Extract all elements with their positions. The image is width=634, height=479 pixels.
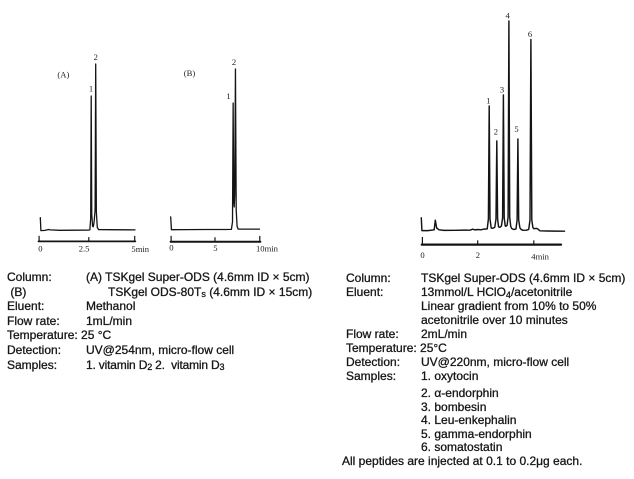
svg-text:1: 1 bbox=[89, 84, 93, 94]
svg-text:2: 2 bbox=[476, 250, 480, 260]
svg-text:4min: 4min bbox=[531, 252, 549, 262]
svg-text:3: 3 bbox=[500, 85, 504, 95]
svg-text:5: 5 bbox=[514, 124, 518, 134]
svg-text:1: 1 bbox=[226, 91, 230, 101]
svg-text:2: 2 bbox=[94, 52, 98, 62]
svg-text:(B): (B) bbox=[184, 68, 196, 78]
svg-text:2: 2 bbox=[494, 127, 498, 137]
svg-text:2.5: 2.5 bbox=[79, 244, 90, 254]
svg-text:0: 0 bbox=[169, 243, 173, 253]
svg-text:(A): (A) bbox=[57, 70, 69, 80]
svg-text:4: 4 bbox=[506, 11, 511, 21]
svg-text:2: 2 bbox=[232, 57, 236, 67]
svg-text:10min: 10min bbox=[256, 244, 279, 254]
svg-text:6: 6 bbox=[528, 29, 533, 39]
svg-text:1: 1 bbox=[486, 96, 490, 106]
svg-text:5: 5 bbox=[213, 243, 217, 253]
svg-text:0: 0 bbox=[38, 243, 42, 253]
svg-text:5min: 5min bbox=[131, 244, 149, 254]
svg-text:0: 0 bbox=[420, 250, 424, 260]
